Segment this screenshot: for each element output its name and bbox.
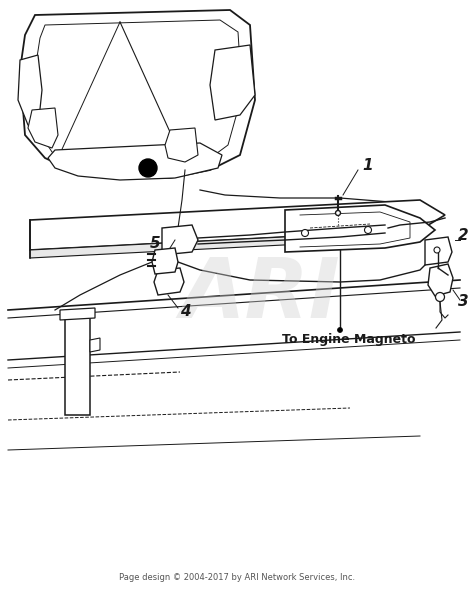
Circle shape: [434, 247, 440, 253]
Polygon shape: [154, 268, 184, 295]
Polygon shape: [162, 225, 198, 255]
Polygon shape: [65, 316, 90, 415]
Text: ARI: ARI: [180, 255, 340, 336]
Text: Page design © 2004-2017 by ARI Network Services, Inc.: Page design © 2004-2017 by ARI Network S…: [119, 573, 355, 583]
Text: 1: 1: [363, 157, 374, 173]
Circle shape: [139, 159, 157, 177]
Text: 2: 2: [458, 229, 468, 243]
Polygon shape: [90, 338, 100, 352]
Text: To Engine Magneto: To Engine Magneto: [282, 333, 416, 346]
Circle shape: [301, 229, 309, 236]
Polygon shape: [165, 128, 198, 162]
Polygon shape: [20, 10, 255, 178]
Polygon shape: [425, 237, 452, 265]
Polygon shape: [18, 55, 42, 128]
Circle shape: [365, 226, 372, 233]
Polygon shape: [428, 264, 453, 296]
Polygon shape: [210, 45, 255, 120]
Polygon shape: [152, 248, 178, 274]
Polygon shape: [30, 230, 420, 258]
Polygon shape: [35, 20, 242, 170]
Circle shape: [436, 293, 445, 301]
Polygon shape: [30, 200, 445, 250]
Polygon shape: [48, 143, 222, 180]
Text: 5: 5: [150, 235, 160, 251]
Text: 3: 3: [458, 294, 468, 310]
Text: 4: 4: [180, 304, 191, 320]
Polygon shape: [28, 108, 58, 148]
Circle shape: [337, 327, 343, 333]
Polygon shape: [285, 205, 435, 252]
Circle shape: [336, 210, 340, 216]
Polygon shape: [60, 308, 95, 320]
